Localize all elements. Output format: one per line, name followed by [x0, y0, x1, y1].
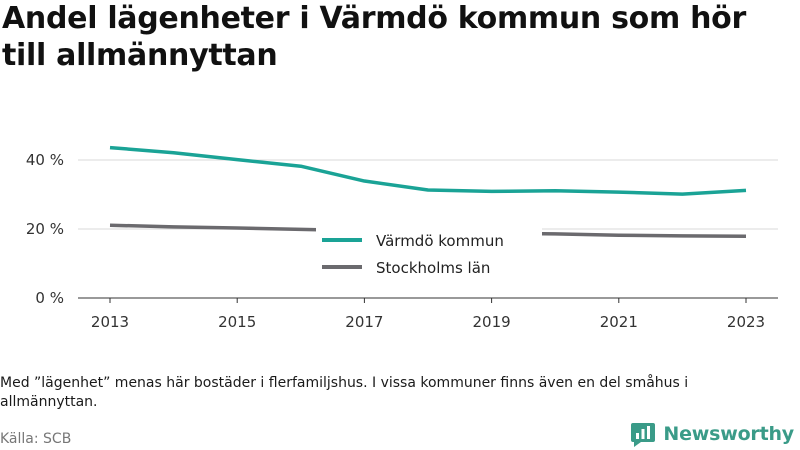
source-label: Källa: SCB: [0, 431, 72, 447]
y-axis-ticks: 0 % 20 % 40 %: [26, 151, 64, 307]
y-tick-label: 0 %: [35, 289, 64, 307]
x-tick-label: 2017: [345, 313, 383, 331]
x-tick-label: 2023: [727, 313, 765, 331]
legend-background: [316, 227, 542, 283]
newsworthy-logo-icon: [631, 423, 656, 447]
brand-name: Newsworthy: [663, 423, 794, 445]
footnote: Med ”lägenhet” menas här bostäder i fler…: [0, 375, 689, 410]
series-lines: [109, 145, 747, 238]
legend: Värmdö kommun Stockholms län: [316, 227, 542, 283]
y-tick-label: 40 %: [26, 151, 64, 169]
x-tick-label: 2019: [473, 313, 511, 331]
line-chart: 0 % 20 % 40 % 2013 2015 2017 2019 2021 2023 Vär…: [26, 145, 778, 331]
y-tick-label: 20 %: [26, 220, 64, 238]
x-tick-label: 2013: [91, 313, 129, 331]
x-tick-label: 2015: [218, 313, 256, 331]
chart-title: Andel lägenheter i Värmdö kommun som hör…: [2, 1, 746, 73]
legend-label: Värmdö kommun: [376, 232, 504, 250]
legend-label: Stockholms län: [376, 259, 490, 277]
series-line-värmdö-kommun: [109, 145, 747, 196]
brand[interactable]: Newsworthy: [630, 420, 794, 448]
x-axis: 2013 2015 2017 2019 2021 2023: [78, 297, 778, 331]
x-tick-label: 2021: [600, 313, 638, 331]
